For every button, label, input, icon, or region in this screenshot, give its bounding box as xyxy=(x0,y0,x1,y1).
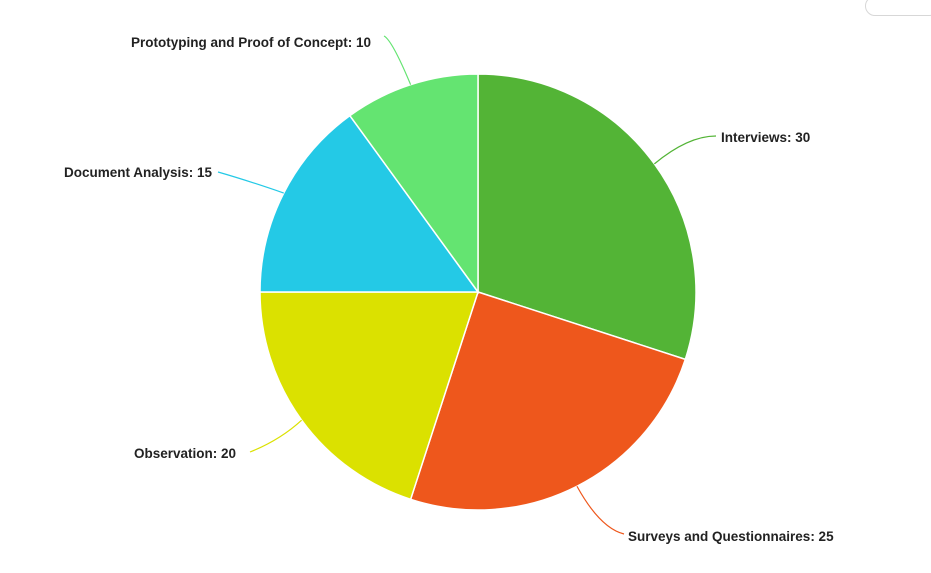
connector-document-analysis xyxy=(217,171,284,194)
label-connectors xyxy=(217,35,717,535)
slice-label-surveys: Surveys and Questionnaires: 25 xyxy=(628,529,834,544)
pie-slices xyxy=(259,73,697,511)
pie-slice-interviews[interactable] xyxy=(477,73,697,361)
pie-slice-document-analysis[interactable] xyxy=(259,114,480,293)
slice-label-document-analysis: Document Analysis: 15 xyxy=(64,165,213,180)
connector-interviews xyxy=(653,135,717,165)
corner-tab[interactable] xyxy=(865,0,931,16)
pie-slice-observation[interactable] xyxy=(259,291,480,501)
slice-label-observation: Observation: 20 xyxy=(134,446,236,461)
slice-label-prototyping: Prototyping and Proof of Concept: 10 xyxy=(131,35,371,50)
connector-prototyping-and-proof-of-concept xyxy=(383,35,412,85)
connector-surveys-and-questionnaires xyxy=(576,485,625,535)
connector-observation xyxy=(249,419,303,453)
slice-label-interviews: Interviews: 30 xyxy=(721,130,810,145)
pie-slice-surveys-and-questionnaires[interactable] xyxy=(409,291,687,511)
